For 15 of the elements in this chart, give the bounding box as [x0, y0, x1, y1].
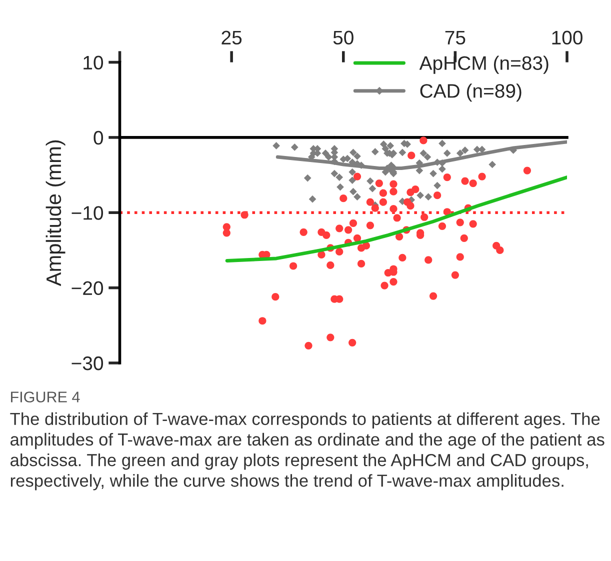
x-tick-label: 100: [552, 30, 582, 45]
x-tick-label: 75: [445, 30, 466, 45]
y-tick-label: 10: [84, 56, 104, 70]
legend-label: CAD (n=89): [420, 84, 522, 102]
y-axis-title: Amplitude (mm): [46, 140, 66, 286]
legend-label: ApHCM (n=83): [419, 56, 548, 74]
y-tick-label: −10: [72, 206, 104, 220]
text: The distribution of T-wave-max corresponds to patients at different ages. The amplitudes of T-wave-max are taken as ordinate and the age of the patient as abscissa. The green and gray plots represent the ApHCM and CAD groups, respectively, while the curve shows the trend of T-wave-max amplitudes.: [10, 412, 604, 490]
caption: FIGURE 4: [11, 392, 80, 402]
y-tick-label: −20: [72, 281, 104, 296]
x-tick-label: 50: [333, 30, 354, 45]
x-tick-label: 25: [222, 30, 242, 45]
y-tick-label: 0: [94, 130, 104, 145]
line-series: [225, 176, 568, 262]
y-tick-label: −30: [72, 356, 104, 370]
